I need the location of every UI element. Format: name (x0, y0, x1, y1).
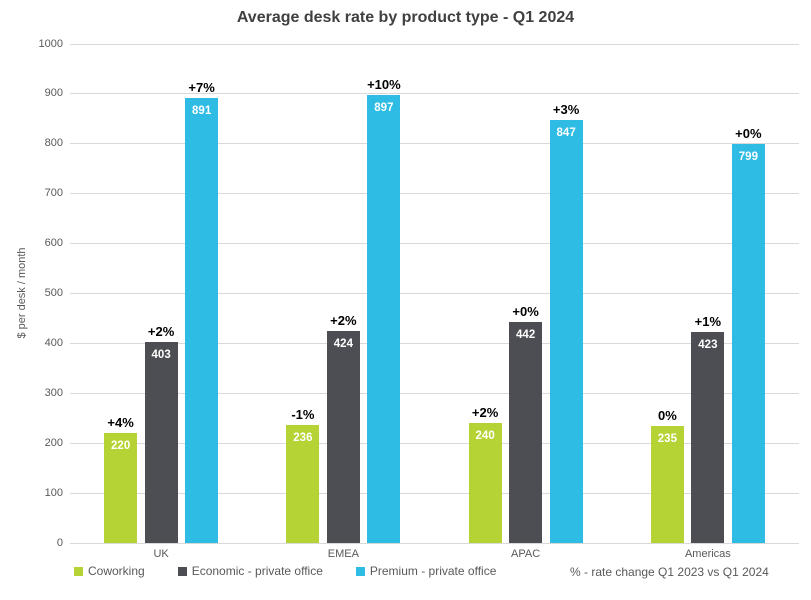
bar-value-label: 847 (556, 127, 576, 140)
bar-value-label: 240 (475, 430, 495, 443)
bar-change-label: +0% (735, 126, 762, 142)
y-tick-label: 200 (44, 436, 63, 449)
bar-change-label: -1% (291, 407, 315, 423)
bar-economic-private-office-apac: 442 (509, 322, 543, 543)
legend-note: % - rate change Q1 2023 vs Q1 2024 (570, 565, 769, 579)
legend-label: Coworking (88, 564, 145, 578)
bar-value-label: 403 (151, 348, 171, 361)
legend: Coworking Economic - private office Premiu… (74, 564, 496, 578)
bar-value-label: 891 (192, 105, 212, 118)
category-label-uk: UK (153, 548, 169, 560)
bar-economic-private-office-uk: 403 (144, 341, 178, 543)
legend-label: Economic - private office (191, 564, 323, 578)
gridline (70, 342, 799, 344)
bar-change-label: +4% (107, 415, 134, 431)
bar-coworking-emea: 236 (286, 425, 320, 543)
chart-title: Average desk rate by product type - Q1 2… (236, 9, 575, 26)
gridline (70, 93, 799, 95)
y-tick-label: 100 (44, 486, 63, 499)
gridline (70, 143, 799, 145)
bar-value-label: 424 (333, 338, 353, 351)
y-tick-label: 500 (44, 287, 63, 299)
y-tick-label: 700 (44, 187, 63, 200)
bar-change-label: +2% (330, 313, 357, 329)
bar-premium-private-office-apac: 847 (549, 120, 583, 543)
legend-swatch-icon (177, 566, 187, 576)
category-label-emea: EMEA (327, 548, 359, 560)
legend-item-premium-private-office: Premium - private office (355, 564, 497, 578)
bar-premium-private-office-emea: 897 (367, 95, 401, 543)
category-label-americas: Americas (684, 548, 731, 560)
bar-value-label: 423 (698, 338, 718, 351)
gridline (70, 492, 799, 494)
legend-swatch-icon (355, 566, 365, 576)
bar-coworking-apac: 240 (468, 423, 502, 543)
bar-change-label: +7% (188, 80, 215, 96)
bar-change-label: +1% (694, 313, 722, 329)
bar-change-label: +2% (147, 323, 175, 339)
bar-change-label: +2% (471, 405, 499, 421)
bar-economic-private-office-emea: 424 (326, 331, 360, 543)
legend-item-coworking: Coworking (74, 564, 145, 578)
y-tick-label: 1000 (38, 37, 63, 50)
legend-item-economic-private-office: Economic - private office (177, 564, 323, 578)
bar-change-label: 0% (657, 407, 677, 423)
y-tick-label: 0 (56, 536, 63, 549)
legend-swatch-icon (74, 566, 83, 576)
gridline (70, 193, 799, 195)
bar-value-label: 235 (657, 432, 677, 445)
bar-premium-private-office-americas: 799 (731, 144, 765, 543)
plot-area: 220 +4% 403 +2% 891 +7% 236 -1% 424 +2% 897 +10% 240… (70, 43, 799, 544)
y-tick-label: 300 (44, 386, 63, 399)
gridline (70, 542, 799, 544)
bar-coworking-uk: 220 (104, 433, 138, 543)
bar-economic-private-office-americas: 423 (691, 331, 725, 543)
gridline (70, 243, 799, 245)
legend-label: Premium - private office (369, 564, 497, 578)
bar-change-label: +10% (367, 77, 401, 93)
bar-value-label: 236 (293, 432, 313, 445)
category-label-apac: APAC (511, 548, 541, 560)
gridline (70, 442, 799, 444)
bar-coworking-americas: 235 (650, 425, 684, 543)
gridline (70, 293, 799, 294)
y-tick-label: 900 (44, 87, 63, 100)
bar-change-label: +0% (512, 304, 539, 320)
bar-premium-private-office-uk: 891 (185, 98, 219, 543)
gridline (70, 43, 799, 45)
bar-value-label: 442 (516, 329, 536, 342)
y-tick-label: 400 (44, 336, 63, 349)
y-tick-label: 600 (44, 237, 63, 250)
gridline (70, 392, 799, 394)
bar-value-label: 220 (111, 440, 131, 453)
bar-value-label: 799 (738, 151, 758, 164)
bar-value-label: 897 (374, 102, 394, 115)
bar-change-label: +3% (552, 102, 580, 118)
y-tick-label: 800 (44, 137, 63, 150)
